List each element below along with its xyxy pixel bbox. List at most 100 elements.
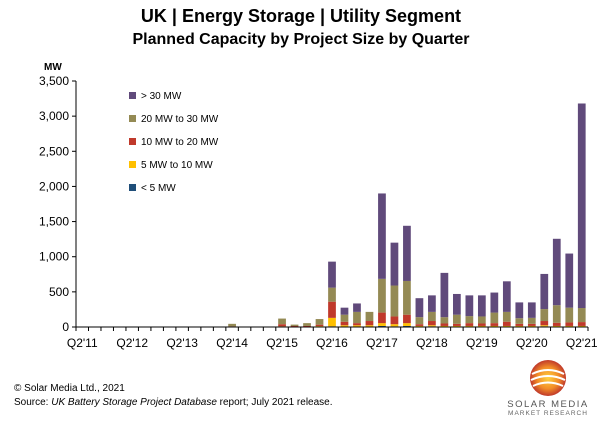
bar-segment [378,313,386,324]
x-tick-label: Q2'14 [216,336,248,350]
y-tick-label: 3,500 [39,74,69,88]
legend-label: 10 MW to 20 MW [141,137,219,148]
x-tick-label: Q2'11 [67,336,98,350]
bar-segment [515,302,523,318]
legend-label: 5 MW to 10 MW [141,160,213,171]
bar-segment [378,279,386,313]
bar-segment [391,316,399,324]
x-tick-label: Q2'18 [416,336,448,350]
bar-segment [503,312,511,322]
bar-segment [578,103,586,308]
bar-segment [478,323,486,325]
bar-segment [228,324,236,326]
bar-segment [341,322,349,326]
bar-segment [465,316,473,323]
bar-segment [428,295,436,312]
chart-legend: > 30 MW 20 MW to 30 MW 10 MW to 20 MW 5 MW … [129,91,219,194]
bar-segment [366,312,374,321]
copyright-note: © Solar Media Ltd., 2021 [14,383,125,394]
sun-logo-icon [498,356,598,400]
legend-label: > 30 MW [141,91,182,102]
bar-segment [578,308,586,322]
bar-segment [391,286,399,317]
logo-name: SOLAR MEDIA [498,399,598,410]
x-tick-label: Q2'15 [266,336,298,350]
bar-segment [540,321,548,325]
y-tick-label: 2,000 [39,179,69,193]
bar-segment [528,318,536,324]
bar-segment [416,324,424,326]
y-tick-label: 1,000 [39,250,69,264]
bar-segment [528,324,536,326]
source-suffix: report; July 2021 release. [217,397,333,408]
y-axis-label: MW [44,62,62,73]
bar-segment [478,316,486,323]
bar-segment [453,315,461,324]
bar-segment [428,312,436,321]
bar-segment [278,324,286,326]
x-tick-label: Q2'20 [516,336,548,350]
legend-swatch [129,92,136,99]
bar-segment [341,315,349,322]
bar-segment [553,323,561,326]
bar-segment [353,325,361,326]
solar-media-logo: SOLAR MEDIA MARKET RESEARCH [498,356,598,418]
bar-segment [316,325,324,326]
bar-segment [453,324,461,326]
bar-segment [278,319,286,325]
bar-segment [578,322,586,326]
y-tick-label: 3,000 [39,109,69,123]
logo-subtitle: MARKET RESEARCH [498,410,598,417]
source-note: Source: UK Battery Storage Project Datab… [14,397,333,408]
x-tick-label: Q2'13 [166,336,198,350]
bar-segment [465,295,473,316]
legend-swatch [129,184,136,191]
bar-segment [515,324,523,326]
bar-segment [328,262,336,288]
bar-segment [316,319,324,325]
bar-segment [353,323,361,325]
bar-segment [353,312,361,323]
bar-segment [553,239,561,305]
bar-segment [291,325,299,326]
bar-segment [490,293,498,313]
bar-segment [416,317,424,324]
bar-segment [441,317,449,323]
x-tick-label: Q2'12 [116,336,148,350]
x-tick-label: Q2'17 [366,336,398,350]
bar-segment [565,254,573,308]
source-prefix: Source: [14,397,51,408]
legend-label: 20 MW to 30 MW [141,114,219,125]
bar-segment [490,323,498,326]
bar-segment [403,315,411,323]
bar-segment [378,193,386,278]
x-tick-label: Q2'21 [566,336,598,350]
bar-segment [540,274,548,309]
bar-segment [391,324,399,326]
bar-segment [503,322,511,326]
bar-segment [565,308,573,323]
bar-segment [540,309,548,321]
bar-segment [403,281,411,315]
legend-swatch [129,138,136,145]
bar-segment [366,321,374,325]
bar-segment [453,294,461,315]
bar-segment [428,325,436,326]
bar-segment [553,305,561,323]
bar-segment [341,308,349,315]
bar-segment [478,295,486,316]
bar-segment [366,325,374,326]
bar-segment [515,318,523,324]
bar-segment [328,302,336,318]
bar-segment [490,313,498,324]
x-tick-label: Q2'16 [316,336,348,350]
bar-segment [353,303,361,311]
bar-segment [403,226,411,281]
legend-swatch [129,115,136,122]
bar-segment [503,281,511,312]
bar-segment [328,288,336,302]
bar-segment [528,302,536,317]
bar-segment [391,243,399,286]
bar-segment [403,323,411,326]
